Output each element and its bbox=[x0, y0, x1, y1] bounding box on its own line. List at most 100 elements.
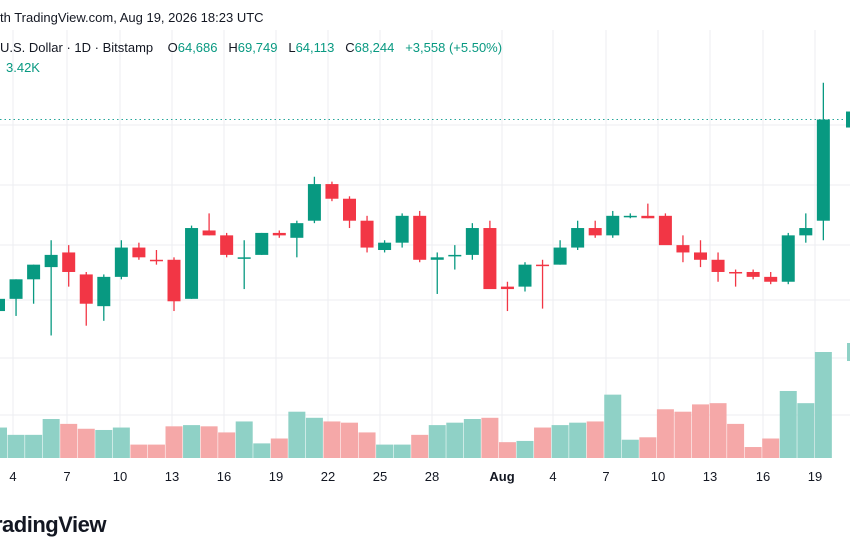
volume-bar bbox=[95, 429, 113, 458]
brand-logo-text: radingView bbox=[0, 512, 106, 537]
x-axis-tick-label: 25 bbox=[373, 469, 387, 484]
volume-bar bbox=[656, 409, 674, 458]
candle-body bbox=[290, 223, 304, 238]
x-axis-tick-label: 16 bbox=[756, 469, 770, 484]
volume-bar bbox=[621, 439, 639, 458]
volume-bar bbox=[288, 411, 306, 458]
candle-body bbox=[658, 215, 672, 246]
volume-bar bbox=[341, 422, 358, 458]
volume-bar bbox=[639, 437, 657, 458]
candle-body bbox=[465, 228, 479, 255]
volume-bar bbox=[744, 447, 762, 458]
volume-bar bbox=[498, 442, 516, 458]
volume-bar bbox=[0, 427, 7, 458]
volume-bar bbox=[25, 434, 43, 458]
volume-bar bbox=[516, 440, 534, 458]
x-axis-tick-label: 4 bbox=[549, 469, 556, 484]
candle-body bbox=[606, 215, 620, 236]
x-axis-tick-label: 7 bbox=[602, 469, 609, 484]
volume-bar bbox=[358, 432, 376, 458]
change-value: +3,558 (+5.50%) bbox=[405, 40, 503, 55]
candle-body bbox=[97, 276, 111, 307]
x-axis-tick-label: 13 bbox=[165, 469, 179, 484]
candle-body bbox=[185, 228, 199, 299]
volume-bar bbox=[586, 421, 604, 458]
candle-body bbox=[307, 184, 321, 221]
candle-body bbox=[553, 247, 567, 265]
volume-bar bbox=[569, 422, 587, 458]
volume-bar bbox=[428, 425, 446, 458]
candle-body bbox=[114, 247, 128, 277]
candle-body bbox=[343, 198, 356, 221]
candle-body bbox=[272, 232, 286, 236]
price-scale-marker bbox=[846, 111, 850, 128]
volume-bar bbox=[42, 419, 60, 458]
candle-body bbox=[237, 257, 251, 259]
symbol-name[interactable]: U.S. Dollar · 1D · Bitstamp bbox=[0, 40, 154, 55]
volume-bar bbox=[692, 404, 709, 458]
candle-body bbox=[623, 215, 637, 218]
candle-body bbox=[255, 232, 269, 255]
volume-bar bbox=[709, 403, 727, 458]
volume-bar bbox=[323, 421, 341, 458]
x-axis-tick-label: 10 bbox=[651, 469, 665, 484]
volume-bar bbox=[235, 421, 253, 458]
x-axis-tick-label: 22 bbox=[321, 469, 335, 484]
volume-bar bbox=[393, 444, 411, 458]
candle-body bbox=[711, 259, 725, 272]
volume-bar bbox=[779, 390, 797, 458]
candle-body bbox=[44, 254, 58, 268]
symbol-legend: U.S. Dollar · 1D · Bitstamp O64,686 H69,… bbox=[0, 40, 502, 55]
candle-body bbox=[448, 254, 462, 257]
candle-body bbox=[816, 119, 830, 221]
candle-body bbox=[202, 230, 216, 236]
candle-body bbox=[430, 257, 444, 260]
volume-bar bbox=[551, 425, 569, 458]
candle-body bbox=[149, 259, 163, 262]
volume-bar bbox=[7, 434, 25, 458]
volume-bar bbox=[165, 426, 183, 458]
candle-body bbox=[676, 245, 690, 253]
volume-bar bbox=[674, 411, 692, 458]
close-value: 68,244 bbox=[354, 40, 395, 55]
x-axis-tick-label: 28 bbox=[425, 469, 439, 484]
volume-bar bbox=[463, 419, 481, 458]
candle-body bbox=[395, 215, 409, 243]
volume-bar bbox=[727, 423, 745, 458]
x-axis-tick-label: 13 bbox=[703, 469, 717, 484]
volume-bar bbox=[112, 427, 130, 458]
volume-bar bbox=[60, 423, 78, 458]
volume-bar bbox=[130, 444, 148, 458]
candle-body bbox=[536, 264, 550, 267]
candle-body bbox=[27, 264, 41, 280]
volume-value: 3.42K bbox=[6, 60, 40, 75]
open-value: 64,686 bbox=[177, 40, 218, 55]
candle-body bbox=[9, 279, 23, 299]
volume-bar bbox=[270, 438, 288, 458]
volume-bar bbox=[762, 438, 780, 458]
candle-body bbox=[799, 228, 813, 236]
candle-body bbox=[325, 184, 339, 199]
volume-bar bbox=[797, 403, 815, 458]
candle-body bbox=[413, 215, 427, 260]
volume-bar bbox=[305, 417, 323, 458]
candle-body bbox=[483, 228, 497, 290]
close-label: C bbox=[345, 40, 355, 55]
volume-bar bbox=[77, 428, 95, 458]
volume-bar bbox=[411, 434, 429, 458]
candle-body bbox=[764, 276, 778, 282]
volume-bar bbox=[604, 394, 622, 458]
candle-body bbox=[132, 247, 146, 258]
candle-body bbox=[378, 242, 392, 251]
volume-bar bbox=[200, 426, 218, 458]
candle-body bbox=[360, 220, 374, 248]
volume-bar bbox=[183, 425, 201, 458]
x-axis-tick-label: 4 bbox=[9, 469, 16, 484]
candle-body bbox=[729, 271, 743, 274]
candle-body bbox=[694, 252, 707, 260]
candle-body bbox=[62, 252, 76, 272]
high-label: H bbox=[228, 40, 238, 55]
volume-bar bbox=[253, 443, 271, 458]
candle-body bbox=[518, 264, 532, 287]
